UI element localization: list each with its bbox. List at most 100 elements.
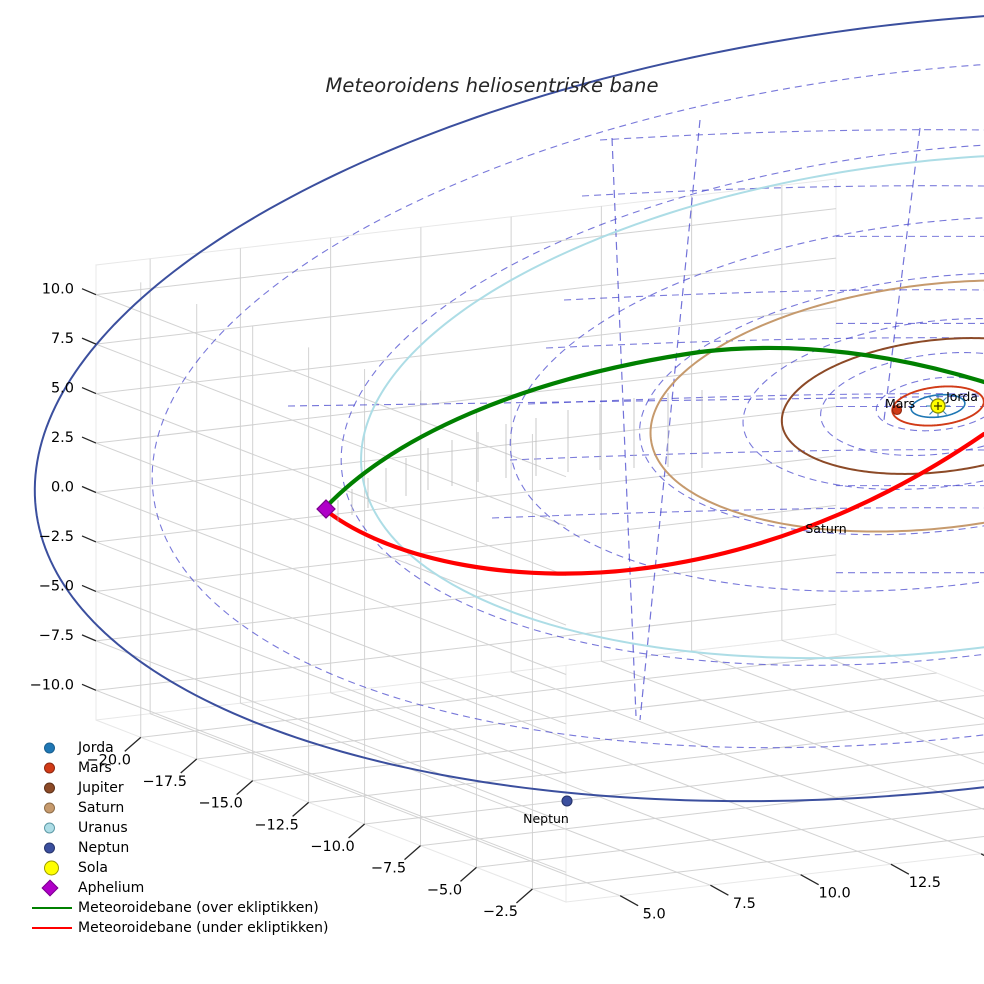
y-axis-tick-label: 7.5 [733, 896, 756, 912]
legend-marker-meteoroidebane-icon [30, 898, 76, 918]
annotation-label: Mars [885, 396, 915, 411]
projection-ellipse [509, 217, 984, 592]
legend-item[interactable]: Saturn [30, 798, 329, 818]
grid-line-floor [252, 695, 984, 782]
projection-line-steep [639, 119, 701, 721]
grid-line-floor [308, 723, 984, 803]
legend-label: Uranus [78, 820, 128, 836]
legend-item[interactable]: Meteoroidebane (over ekliptikken) [30, 898, 329, 918]
z-axis-tick-label: −7.5 [39, 628, 74, 644]
grid-line-wall-back [95, 455, 837, 543]
legend-marker-sola-icon [30, 858, 76, 878]
x-axis-tick-label: −5.0 [427, 882, 462, 898]
body-markers [316, 394, 950, 807]
orbit-uranus [360, 155, 984, 660]
z-axis-tick [81, 436, 97, 444]
grid-line-wall-back [95, 603, 837, 691]
projection-ellipse [875, 376, 984, 432]
projection-line-horizontal [581, 185, 984, 197]
z-axis-tick-label: 0.0 [51, 480, 74, 496]
z-axis-tick [81, 485, 97, 494]
legend-item[interactable]: Uranus [30, 818, 329, 838]
z-axis-tick [81, 683, 97, 691]
x-axis-tick [124, 736, 142, 752]
grid-line-floor [781, 639, 984, 720]
z-axis-tick-label: 7.5 [51, 331, 74, 347]
y-axis-tick-label: 12.5 [909, 875, 941, 891]
aphelium-marker [316, 499, 336, 519]
z-axis-tick [81, 634, 97, 642]
legend-label: Jupiter [78, 780, 124, 796]
x-axis-tick [348, 823, 365, 839]
legend-label: Meteoroidebane (under ekliptikken) [78, 920, 329, 936]
projection-line-horizontal [545, 337, 984, 349]
x-axis-tick-label: −20.0 [87, 752, 131, 768]
legend-item[interactable]: Aphelium [30, 878, 329, 898]
projection-line-ecliptic [287, 395, 984, 407]
projection-line-horizontal [563, 289, 984, 301]
legend-item[interactable]: Mars [30, 758, 329, 778]
y-axis-tick-label: 5.0 [643, 907, 666, 923]
z-axis-tick-label: 5.0 [51, 381, 74, 397]
legend-item[interactable]: Jupiter [30, 778, 329, 798]
grid-line-wall-back [95, 208, 837, 296]
grid-line-wall-back [95, 307, 837, 395]
legend-label: Sola [78, 860, 108, 876]
meteoroid-orbit-above-ecliptic [323, 345, 984, 510]
z-axis-tick [81, 386, 97, 395]
x-axis-tick [516, 888, 533, 904]
grid-line-floor [420, 681, 892, 865]
legend-marker-jupiter-icon [30, 778, 76, 798]
projection-line-horizontal [509, 449, 984, 461]
annotation-label: Saturn [805, 521, 846, 536]
z-axis-tick [81, 535, 97, 543]
meteoroid-orbit-below-ecliptic [325, 431, 984, 576]
legend-item[interactable]: Neptun [30, 838, 329, 858]
ecliptic-stem-lines [337, 390, 703, 522]
grid-line-floor [240, 702, 711, 886]
legend: Jorda Mars Jupiter Saturn Uranus Neptun Sola Ap… [30, 738, 329, 938]
z-axis-tick-label: −5.0 [39, 578, 74, 594]
x-axis-tick-label: −17.5 [142, 774, 186, 790]
legend-label: Mars [78, 760, 112, 776]
grid-line-floor [140, 650, 881, 738]
grid-line-floor [532, 836, 984, 890]
legend-label: Saturn [78, 800, 125, 816]
grid-line-wall-left [95, 640, 567, 824]
orbit-neptun [33, 15, 984, 803]
x-axis-tick [460, 866, 477, 882]
y-axis-tick-label: 10.0 [818, 886, 850, 902]
mars-marker [891, 404, 903, 416]
projection-ellipse [340, 144, 984, 666]
grid-line-wall-back [95, 504, 837, 592]
x-axis-tick [404, 845, 421, 861]
x-axis-tick-label: −7.5 [371, 861, 406, 877]
legend-item[interactable]: Sola [30, 858, 329, 878]
grid-line-wall-back [95, 356, 837, 444]
x-axis-tick-label: −15.0 [198, 796, 242, 812]
projection-line-horizontal [599, 129, 984, 141]
legend-marker-meteoroidebane-icon [30, 918, 76, 938]
orbit-jorda [910, 393, 966, 419]
legend-item[interactable]: Jorda [30, 738, 329, 758]
y-axis-tick [890, 863, 910, 875]
z-axis-tick [81, 584, 97, 593]
annotation-label: Neptun [523, 811, 569, 826]
z-axis-tick-label: 10.0 [42, 282, 74, 298]
projection-lines [151, 63, 984, 749]
x-axis-tick [292, 801, 310, 817]
annotation-label: Jorda [945, 389, 978, 404]
legend-marker-jorda-icon [30, 738, 76, 758]
legend-item[interactable]: Meteoroidebane (under ekliptikken) [30, 918, 329, 938]
projection-ellipse [151, 63, 984, 749]
z-axis-tick [81, 288, 97, 296]
axis-tick-labels: −20.0 −17.5 −15.0 −12.5 −10.0 −7.5 −5.0 −2.5 5.0… [30, 282, 941, 923]
projection-ellipse [639, 273, 984, 536]
x-axis-tick-label: −10.0 [310, 839, 354, 855]
grid-line-wall-left [95, 689, 567, 873]
z-axis-tick-label: 2.5 [51, 430, 74, 446]
grid-line-floor [476, 807, 984, 868]
x-axis-tick-label: −12.5 [254, 817, 298, 833]
legend-marker-saturn-icon [30, 798, 76, 818]
